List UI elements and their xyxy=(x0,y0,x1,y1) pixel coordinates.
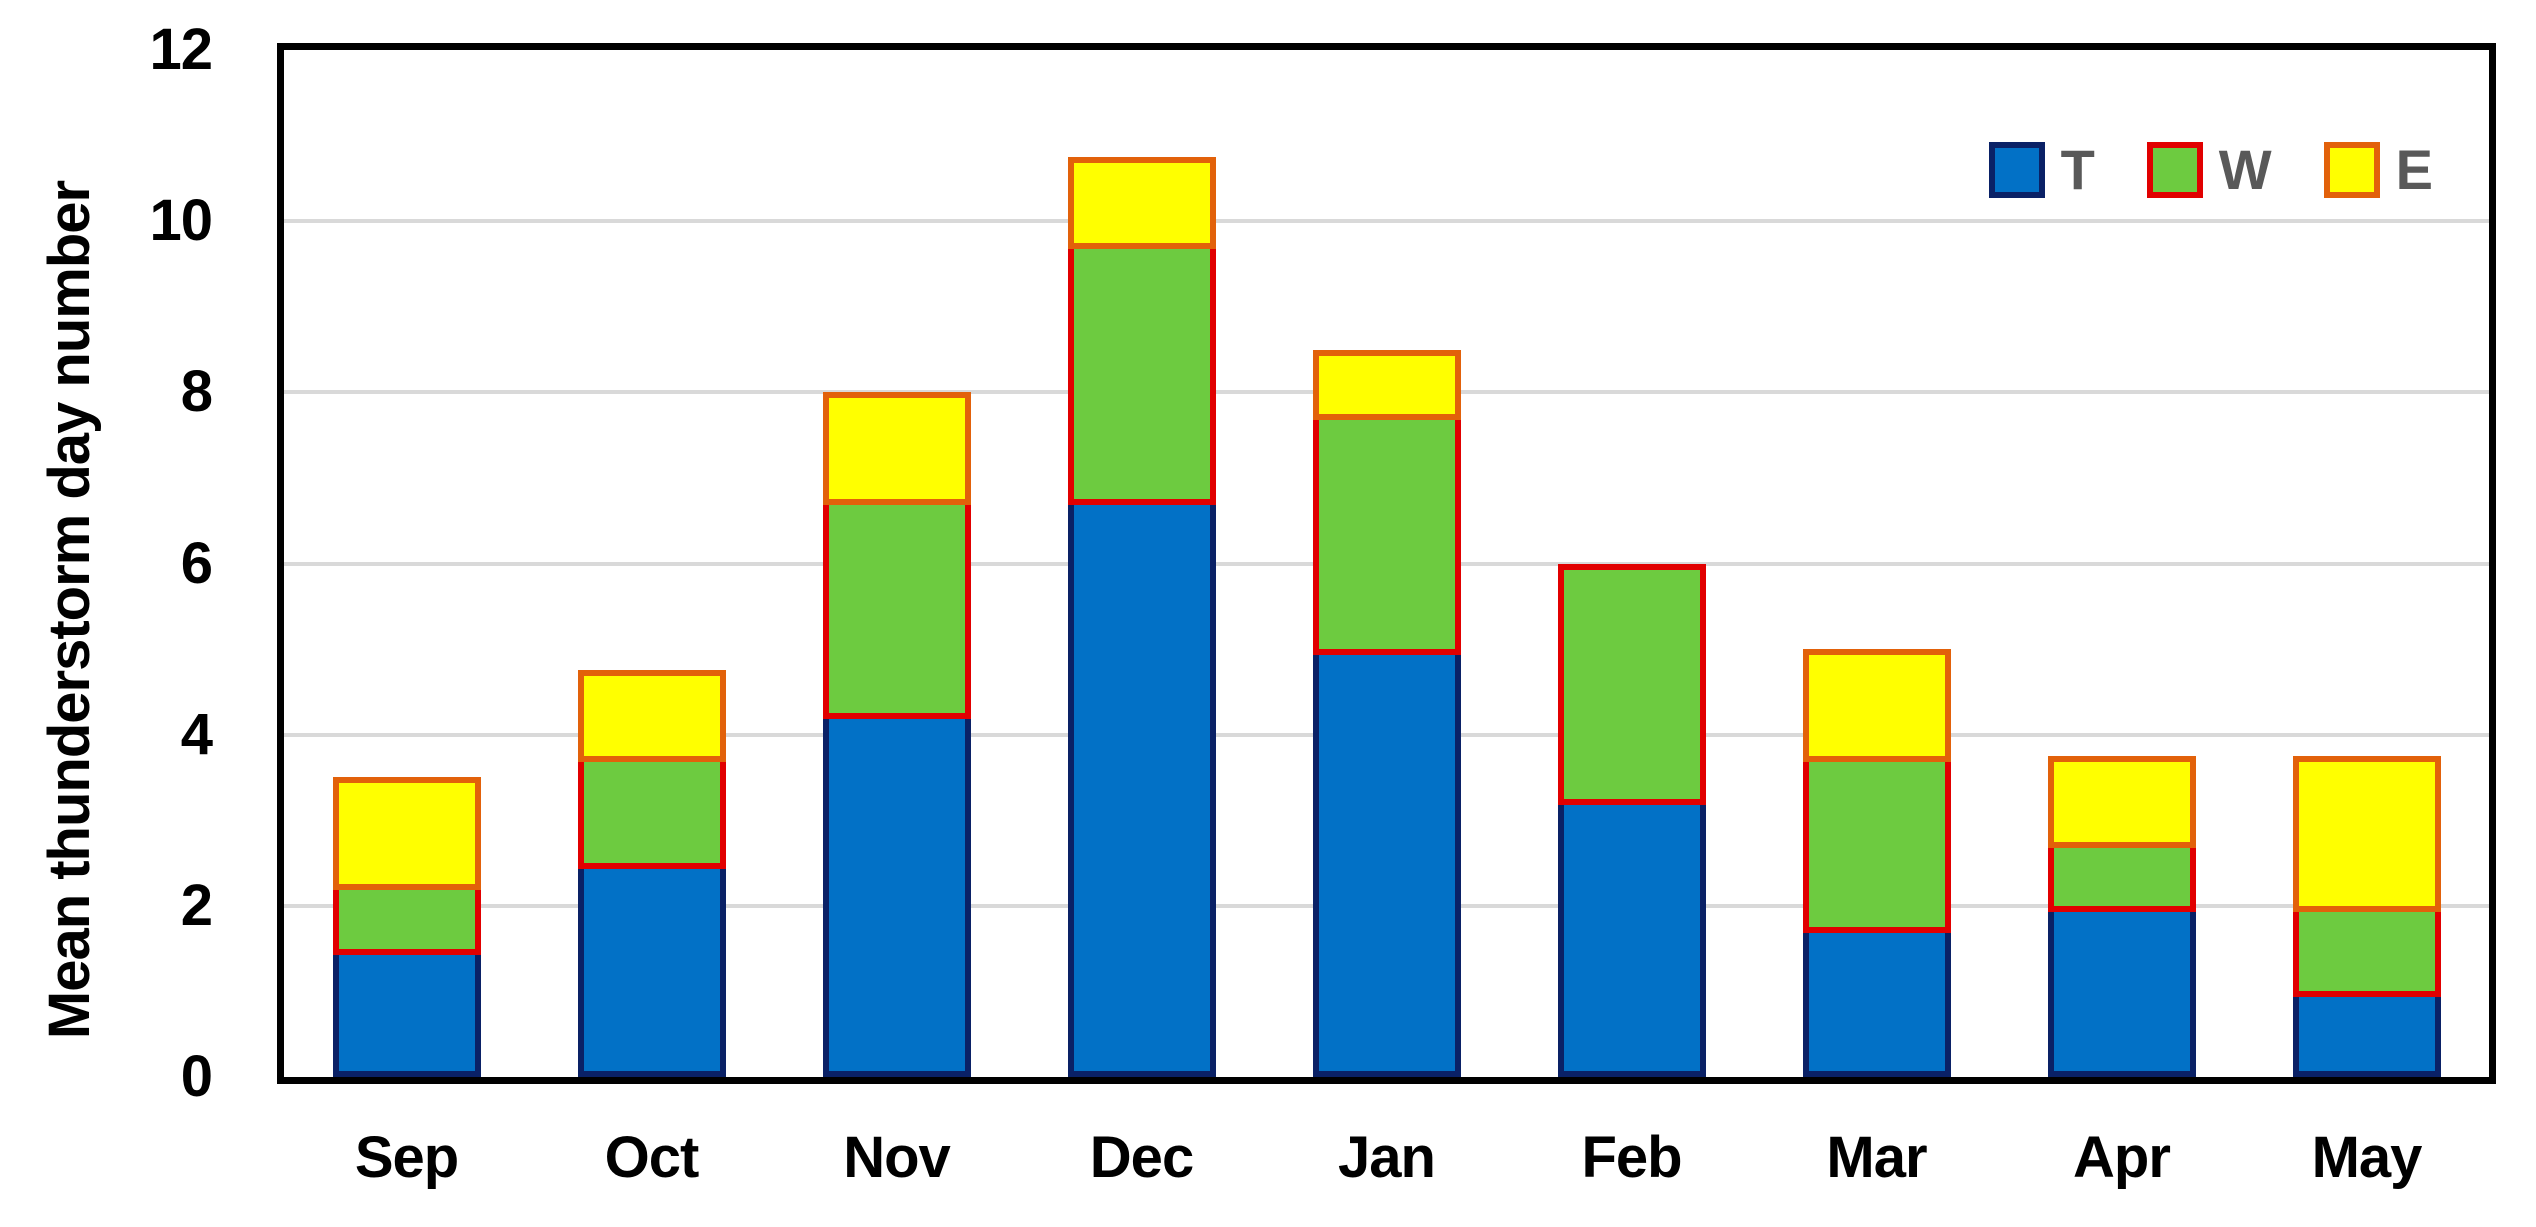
bar-segment-oct-w xyxy=(577,756,726,870)
bar-segment-dec-e xyxy=(1067,156,1216,249)
month-label-feb: Feb xyxy=(1581,1125,1682,1190)
bar-segment-nov-w xyxy=(822,499,971,720)
bar-segment-sep-w xyxy=(332,884,481,955)
bar-segment-dec-w xyxy=(1067,242,1216,506)
bar-segment-nov-e xyxy=(822,392,971,506)
month-label-jan: Jan xyxy=(1338,1125,1436,1190)
legend-swatch-t xyxy=(1988,142,2045,198)
bar-segment-jan-w xyxy=(1312,413,1461,656)
month-label-may: May xyxy=(2311,1125,2423,1190)
bar-segment-may-t xyxy=(2292,991,2441,1077)
bar-segment-mar-w xyxy=(1802,756,1951,934)
bar-segment-oct-t xyxy=(577,863,726,1077)
month-label-sep: Sep xyxy=(354,1125,459,1190)
bar-segment-feb-t xyxy=(1557,798,1706,1077)
month-label-oct: Oct xyxy=(604,1125,700,1190)
y-tick-12: 12 xyxy=(149,17,213,82)
legend-swatch-w xyxy=(2146,142,2203,198)
y-axis-title: Mean thunderstorm day number xyxy=(37,180,102,1040)
legend-item-e: E xyxy=(2323,138,2433,201)
bar-segment-apr-w xyxy=(2047,841,2196,912)
bar-segment-mar-e xyxy=(1802,649,1951,763)
bar-segment-apr-t xyxy=(2047,905,2196,1077)
bar-segment-sep-e xyxy=(332,777,481,891)
gridline-10 xyxy=(284,219,2489,224)
bar-segment-may-e xyxy=(2292,756,2441,912)
bar-segment-mar-t xyxy=(1802,927,1951,1077)
bar-segment-dec-t xyxy=(1067,499,1216,1077)
bar-segment-jan-e xyxy=(1312,349,1461,420)
legend-label-w: W xyxy=(2218,138,2272,201)
bar-segment-feb-w xyxy=(1557,563,1706,805)
legend-item-t: T xyxy=(1988,138,2095,201)
legend-item-w: W xyxy=(2146,138,2272,201)
legend-label-e: E xyxy=(2395,138,2433,201)
month-label-nov: Nov xyxy=(843,1125,951,1190)
bar-segment-may-w xyxy=(2292,905,2441,998)
bar-segment-apr-e xyxy=(2047,756,2196,848)
month-label-mar: Mar xyxy=(1826,1125,1927,1190)
month-label-dec: Dec xyxy=(1089,1125,1194,1190)
bar-segment-nov-t xyxy=(822,713,971,1077)
bar-segment-oct-e xyxy=(577,670,726,763)
month-label-apr: Apr xyxy=(2073,1125,2171,1190)
bar-segment-sep-t xyxy=(332,948,481,1077)
legend-swatch-e xyxy=(2323,142,2380,198)
bar-segment-jan-t xyxy=(1312,649,1461,1077)
legend-label-t: T xyxy=(2060,138,2095,201)
